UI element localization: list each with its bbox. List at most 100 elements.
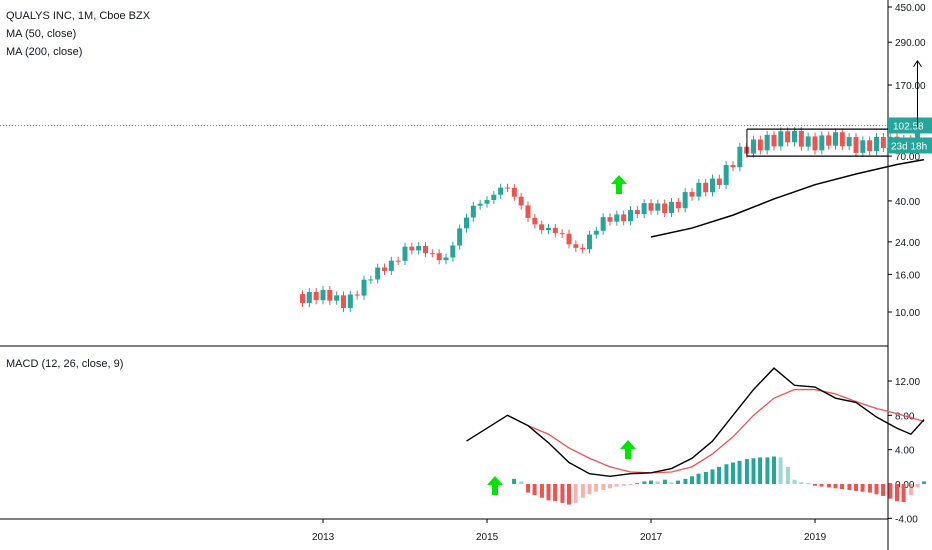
ma200-legend[interactable]: MA (200, close) xyxy=(6,46,83,58)
histogram-bar xyxy=(792,479,797,484)
candle xyxy=(689,192,695,197)
year-tick-label: 2015 xyxy=(476,532,499,543)
histogram-bar xyxy=(683,478,688,484)
candle xyxy=(915,125,920,146)
candle xyxy=(628,210,633,222)
histogram-bar xyxy=(676,480,681,484)
histogram-bar xyxy=(744,459,749,484)
macd-tick-label: -4.00 xyxy=(895,514,918,525)
candle xyxy=(798,131,804,147)
candle xyxy=(470,205,476,218)
candle xyxy=(839,132,845,147)
histogram-bar xyxy=(587,484,592,495)
year-tick-label: 2017 xyxy=(640,532,663,543)
histogram-bar xyxy=(915,484,920,488)
candle xyxy=(860,140,866,153)
candle xyxy=(833,132,838,146)
histogram-bar xyxy=(772,456,776,484)
candle xyxy=(300,294,305,303)
histogram-bar xyxy=(833,484,838,489)
macd-tick-label: 4.00 xyxy=(895,446,915,457)
target-arrow-head xyxy=(913,59,922,68)
histogram-bar xyxy=(922,481,927,484)
histogram-bar xyxy=(881,484,886,497)
candle xyxy=(785,131,791,143)
histogram-bar xyxy=(642,481,647,484)
symbol-title[interactable]: QUALYS INC, 1M, Cboe BZX xyxy=(6,10,151,22)
histogram-bar xyxy=(539,484,544,498)
ma50-legend[interactable]: MA (50, close) xyxy=(6,28,77,40)
histogram-bar xyxy=(526,484,530,493)
candle xyxy=(737,146,743,168)
histogram-bar xyxy=(778,457,783,484)
histogram-bar xyxy=(819,484,824,487)
candle xyxy=(675,201,681,209)
candle xyxy=(416,246,422,251)
price-tick-label: 24.00 xyxy=(895,238,920,249)
candle xyxy=(464,217,469,229)
histogram-bar xyxy=(813,484,817,486)
histogram-bar xyxy=(614,484,619,487)
year-tick-label: 2013 xyxy=(312,532,335,543)
histogram-bar xyxy=(662,479,667,484)
candle xyxy=(306,291,312,303)
candle xyxy=(320,289,326,301)
candle xyxy=(710,178,715,193)
candle xyxy=(436,253,442,261)
candle xyxy=(853,137,859,153)
candle xyxy=(792,131,797,143)
candle xyxy=(395,260,401,262)
histogram-bar xyxy=(655,481,660,484)
price-tick-label: 40.00 xyxy=(895,197,920,208)
candle xyxy=(532,217,538,225)
histogram-bar xyxy=(710,469,715,484)
histogram-bar xyxy=(854,484,858,491)
candle xyxy=(826,135,832,146)
candle xyxy=(518,196,524,206)
candle xyxy=(614,214,620,222)
histogram-bar xyxy=(546,484,551,501)
histogram-bar xyxy=(696,473,701,484)
histogram-bar xyxy=(867,484,872,493)
candle xyxy=(669,201,674,214)
histogram-bar xyxy=(717,466,722,484)
candle xyxy=(546,227,551,231)
macd-tick-label: 12.00 xyxy=(895,377,920,388)
candle xyxy=(730,165,736,168)
candle xyxy=(566,233,572,245)
candle xyxy=(388,260,394,271)
histogram-bar xyxy=(840,484,845,490)
candle xyxy=(382,267,387,271)
candle xyxy=(423,246,428,254)
histogram-bar xyxy=(573,484,578,503)
candle xyxy=(505,187,510,189)
histogram-bar xyxy=(628,484,633,485)
histogram-bar xyxy=(635,483,640,485)
countdown-badge xyxy=(888,137,932,154)
candle xyxy=(600,217,606,231)
histogram-bar xyxy=(826,484,831,488)
candle xyxy=(477,203,483,206)
candle xyxy=(347,294,353,308)
candle xyxy=(867,140,873,152)
candle xyxy=(457,228,463,246)
candle xyxy=(552,227,558,234)
histogram-bar xyxy=(669,482,674,484)
candle xyxy=(313,291,319,301)
candle xyxy=(621,214,627,222)
histogram-bar xyxy=(737,460,742,484)
candle xyxy=(703,182,709,193)
macd-legend[interactable]: MACD (12, 26, close, 9) xyxy=(6,358,124,370)
candle xyxy=(771,134,777,147)
histogram-bar xyxy=(532,484,537,496)
candle xyxy=(805,136,811,147)
price-tick-label: 290.00 xyxy=(895,38,926,49)
candle xyxy=(354,294,360,296)
histogram-bar xyxy=(888,484,893,499)
green-up-arrow-icon xyxy=(487,476,503,495)
histogram-bar xyxy=(567,484,571,505)
macd-line xyxy=(466,367,925,477)
candle xyxy=(327,289,333,301)
candle xyxy=(723,165,729,185)
